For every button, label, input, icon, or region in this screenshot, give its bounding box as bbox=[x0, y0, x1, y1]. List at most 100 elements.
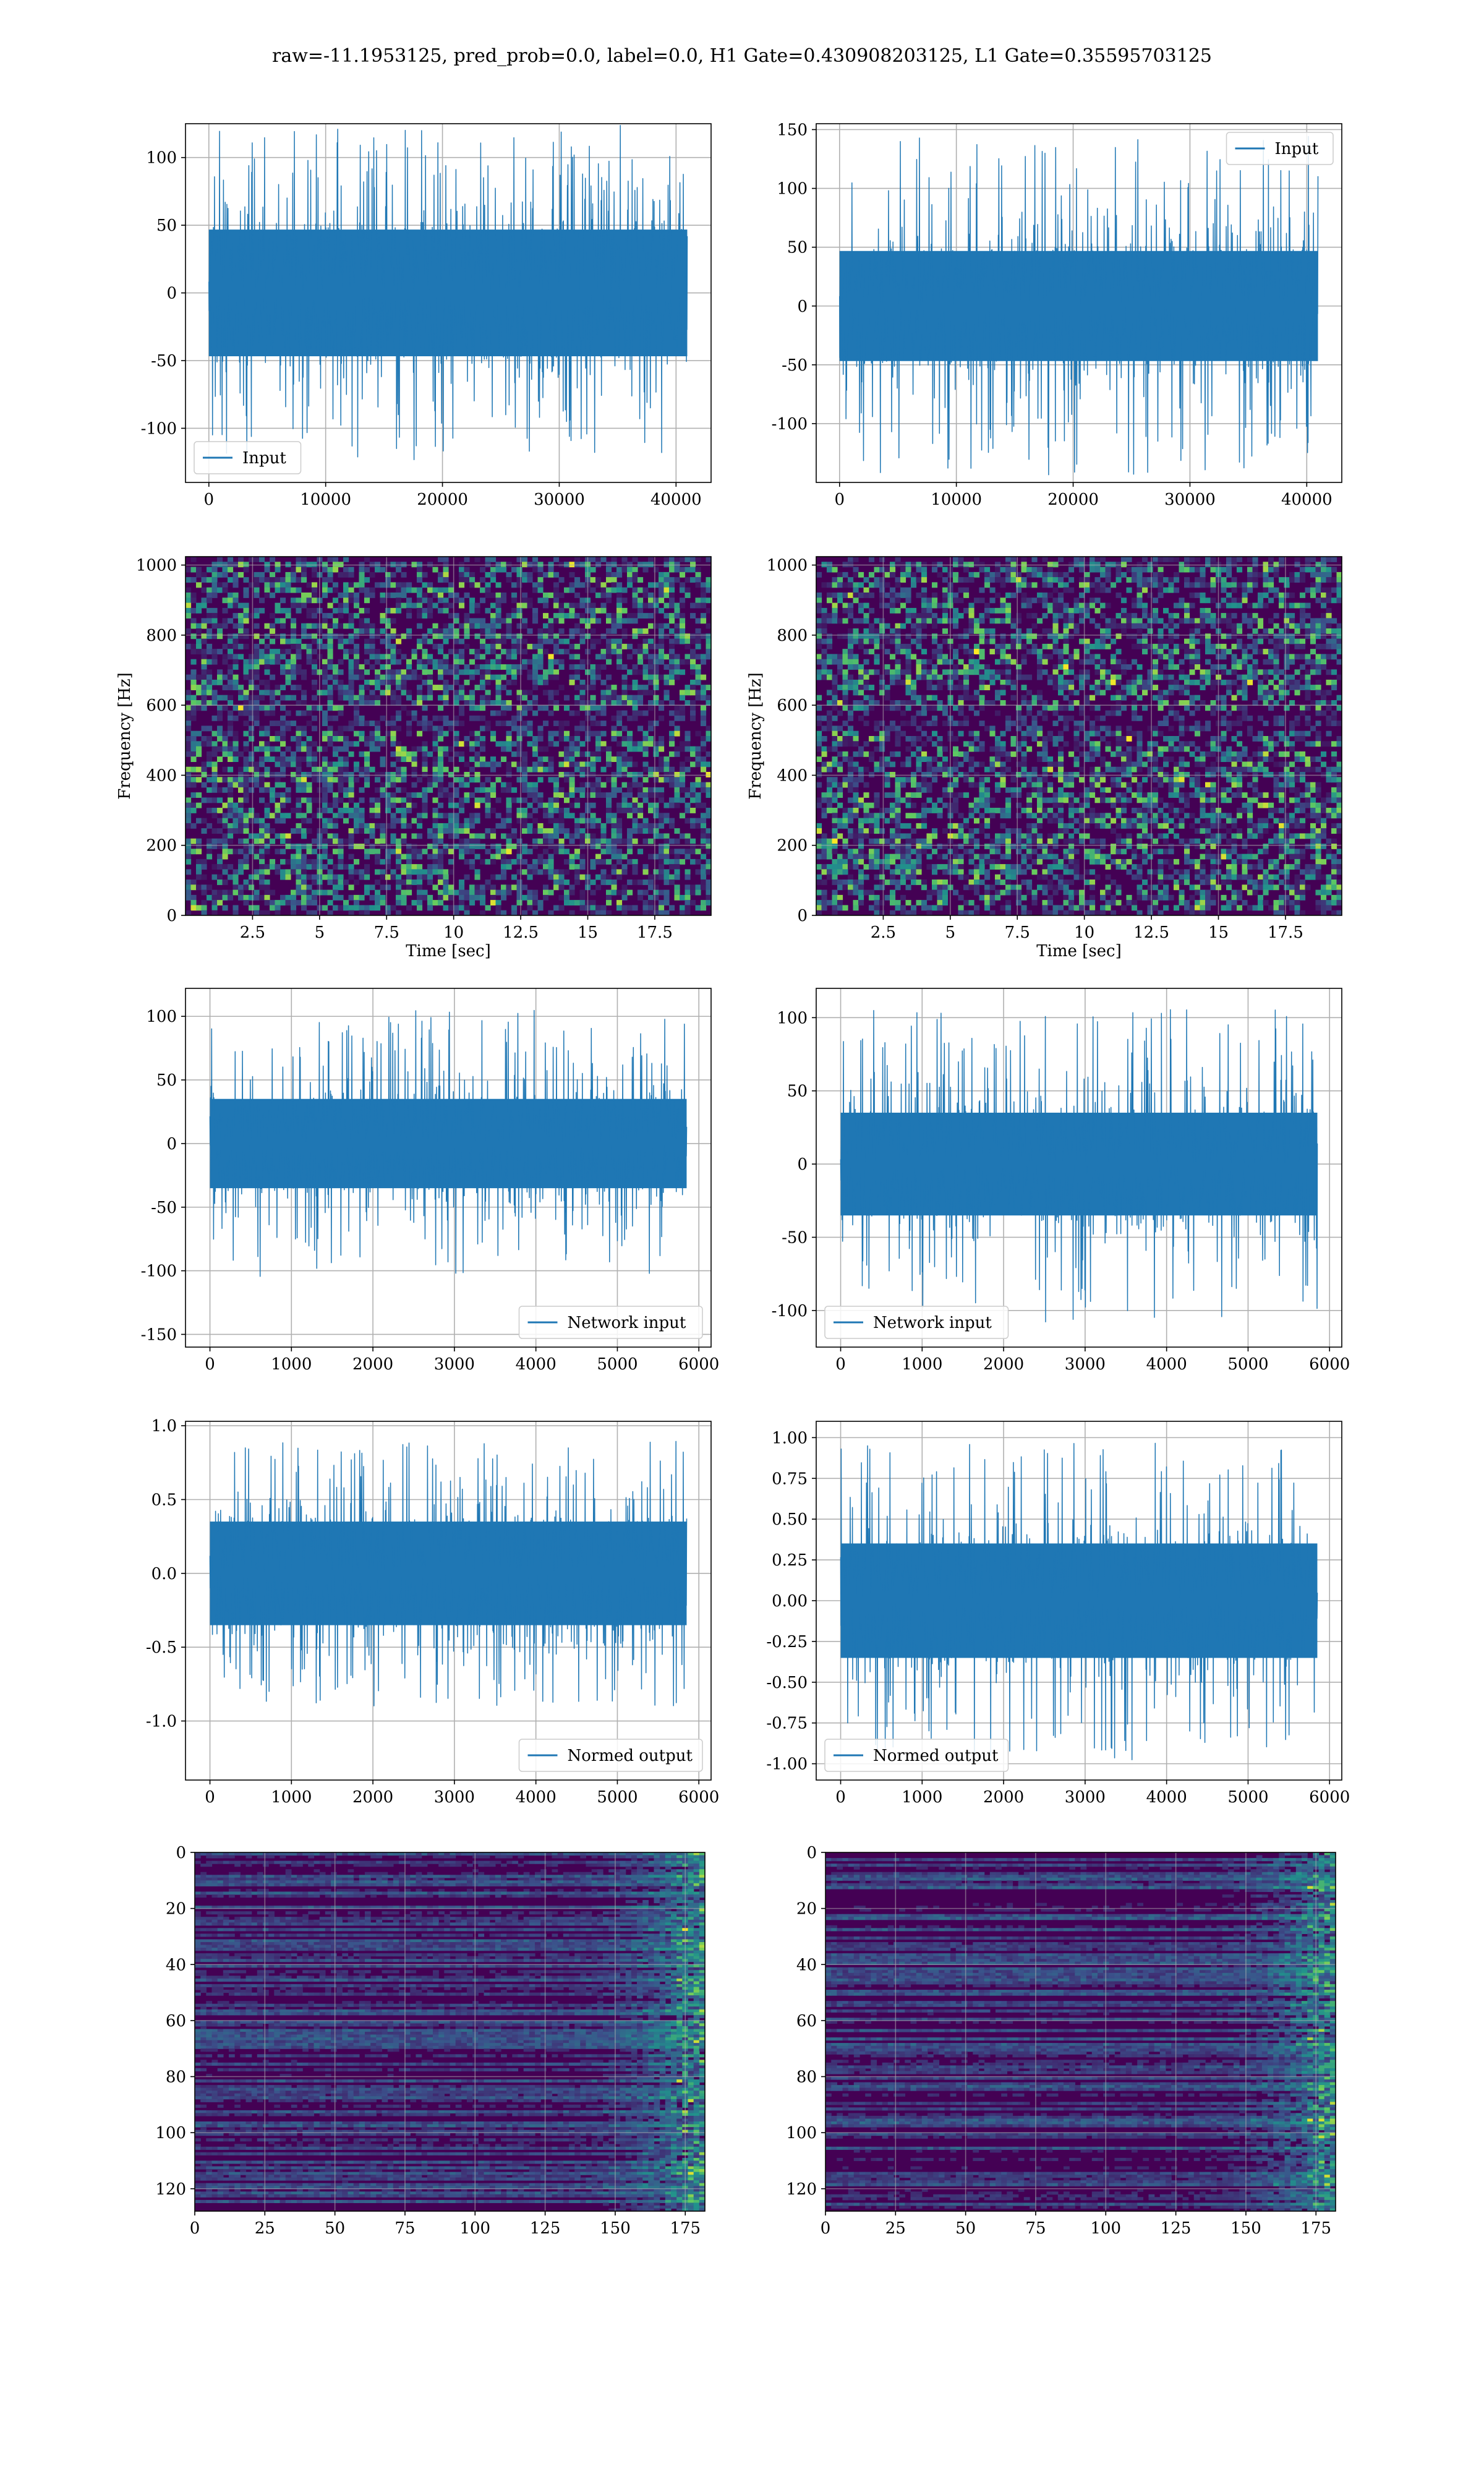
input-left-xtick-label: 40000 bbox=[650, 490, 702, 509]
spectrogram-left-ytick-label: 0 bbox=[166, 907, 177, 925]
normed-output-left-axes: 0 1000 2000 3000 4000 5000 6000 -1.0 -0.5 0.0 0.5 1… bbox=[146, 1417, 719, 1807]
input-left-xtick-label: 0 bbox=[204, 490, 215, 509]
network-input-right-ytick-label: -50 bbox=[782, 1228, 808, 1247]
normed-output-right-plot-area bbox=[816, 1421, 1342, 1780]
normed-output-left-ytick-label: 0.5 bbox=[151, 1491, 177, 1510]
figure-title: raw=-11.1953125, pred_prob=0.0, label=0.… bbox=[272, 45, 1212, 67]
network-input-left-xtick-label: 3000 bbox=[434, 1355, 475, 1374]
input-left-axes: 0 10000 20000 30000 40000 -100 -50 0 50 100 Input bbox=[141, 123, 712, 509]
normed-output-right-xtick-label: 4000 bbox=[1146, 1788, 1187, 1807]
input-left-spine bbox=[185, 123, 712, 483]
spectrogram-right-ylabel: Frequency [Hz] bbox=[746, 672, 765, 800]
network-input-left-ytick-label: -50 bbox=[151, 1199, 177, 1217]
feature-map-right-xtick-label: 150 bbox=[1230, 2219, 1261, 2238]
spectrogram-left-cells bbox=[186, 557, 711, 915]
feature-map-left-spine bbox=[194, 1852, 706, 2212]
spectrogram-left-ytick-label: 600 bbox=[146, 696, 177, 715]
normed-output-right-ytick-label: 0.75 bbox=[772, 1470, 808, 1488]
feature-map-right-ticks: 0 25 50 75 100 125 150 175 0 20 40 60 80 100 120 bbox=[786, 1844, 1331, 2238]
normed-output-right-xtick-label: 1000 bbox=[902, 1788, 942, 1807]
input-right-plot-area bbox=[816, 124, 1342, 482]
input-right-xtick-label: 20000 bbox=[1047, 490, 1099, 509]
network-input-left-ticks: 0 1000 2000 3000 4000 5000 6000 -150 -100 -50 0 50 1… bbox=[141, 1008, 720, 1374]
network-input-left-ytick-label: 50 bbox=[156, 1071, 177, 1090]
feature-map-left-xtick-label: 0 bbox=[190, 2219, 200, 2238]
spectrogram-left-xtick-label: 17.5 bbox=[637, 923, 673, 942]
spectrogram-left-xtick-label: 15 bbox=[578, 923, 598, 942]
network-input-right-xtick-label: 0 bbox=[835, 1355, 846, 1374]
normed-output-left-legend-label: Normed output bbox=[568, 1747, 693, 1765]
feature-map-left-xtick-label: 125 bbox=[530, 2219, 561, 2238]
feature-map-left-ytick-label: 60 bbox=[166, 2012, 186, 2031]
spectrogram-right-xtick-label: 12.5 bbox=[1133, 923, 1169, 942]
spectrogram-left-plot-area bbox=[186, 557, 711, 915]
feature-map-left-grid bbox=[195, 1852, 705, 2211]
feature-map-right-ytick-label: 80 bbox=[796, 2068, 817, 2087]
normed-output-left-ytick-label: -1.0 bbox=[146, 1713, 177, 1731]
feature-map-right-ytick-label: 120 bbox=[786, 2180, 817, 2199]
feature-map-left-plot-area bbox=[195, 1852, 705, 2211]
input-right-series-line bbox=[839, 135, 1319, 476]
normed-output-left-xtick-label: 5000 bbox=[597, 1788, 638, 1807]
network-input-right-ytick-label: 100 bbox=[777, 1009, 808, 1027]
input-right-xtick-label: 40000 bbox=[1281, 490, 1333, 509]
feature-map-left-ytick-label: 80 bbox=[166, 2068, 186, 2087]
normed-output-left-xtick-label: 3000 bbox=[434, 1788, 475, 1807]
network-input-right-xtick-label: 2000 bbox=[983, 1355, 1024, 1374]
spectrogram-right-ytick-label: 200 bbox=[777, 837, 808, 855]
network-input-left-ytick-label: -100 bbox=[141, 1262, 177, 1281]
feature-map-left-ytick-label: 100 bbox=[155, 2124, 186, 2142]
spectrogram-right-xtick-label: 7.5 bbox=[1005, 923, 1030, 942]
feature-map-left-cells bbox=[195, 1852, 705, 2211]
input-left-ytick-label: -100 bbox=[141, 419, 177, 438]
spectrogram-left-xlabel: Time [sec] bbox=[406, 942, 491, 961]
spectrogram-right-ticks: 2.5 5 7.5 10 12.5 15 17.5 0 200 400 600 800 1000 bbox=[767, 557, 1303, 942]
network-input-right-xtick-label: 5000 bbox=[1227, 1355, 1268, 1374]
network-input-left-legend-label: Network input bbox=[568, 1314, 686, 1332]
network-input-left-axes: 0 1000 2000 3000 4000 5000 6000 -150 -100 -50 0 50 1… bbox=[141, 988, 720, 1374]
normed-output-right-ytick-label: -0.75 bbox=[766, 1714, 808, 1733]
feature-map-right-xtick-label: 25 bbox=[885, 2219, 906, 2238]
feature-map-right-ytick-label: 60 bbox=[796, 2012, 817, 2031]
input-left-plot-area bbox=[186, 124, 711, 482]
spectrogram-right-xlabel: Time [sec] bbox=[1036, 942, 1122, 961]
normed-output-right-ytick-label: 0.00 bbox=[772, 1592, 808, 1611]
feature-map-left-xtick-label: 75 bbox=[394, 2219, 415, 2238]
spectrogram-left-ytick-label: 1000 bbox=[136, 557, 177, 575]
spectrogram-right-xtick-label: 15 bbox=[1208, 923, 1229, 942]
input-left-legend: Input bbox=[194, 441, 302, 474]
spectrogram-right-xtick-label: 5 bbox=[945, 923, 956, 942]
normed-output-left-legend: Normed output bbox=[518, 1739, 703, 1772]
spectrogram-left-ytick-label: 800 bbox=[146, 627, 177, 645]
feature-map-left-ytick-label: 20 bbox=[166, 1900, 186, 1919]
normed-output-right-series-line bbox=[840, 1442, 1318, 1761]
network-input-left-series-line bbox=[209, 1009, 688, 1277]
network-input-left-xtick-label: 6000 bbox=[678, 1355, 719, 1374]
input-left-xtick-label: 10000 bbox=[300, 490, 351, 509]
input-left-xtick-label: 20000 bbox=[417, 490, 468, 509]
feature-map-right-xtick-label: 50 bbox=[955, 2219, 976, 2238]
network-input-right-spine bbox=[816, 988, 1342, 1348]
network-input-left-legend: Network input bbox=[518, 1306, 703, 1339]
feature-map-left-xtick-label: 100 bbox=[459, 2219, 490, 2238]
input-right-spine bbox=[816, 123, 1342, 483]
normed-output-left-xtick-label: 1000 bbox=[271, 1788, 312, 1807]
input-right-axes: 0 10000 20000 30000 40000 -100 -50 0 50 100 150 Inp… bbox=[772, 121, 1342, 509]
spectrogram-right-ytick-label: 1000 bbox=[767, 557, 808, 575]
feature-map-right-axes: 0 25 50 75 100 125 150 175 0 20 40 60 80 100 120 bbox=[786, 1844, 1336, 2238]
feature-map-right-xtick-label: 175 bbox=[1300, 2219, 1331, 2238]
normed-output-left-xtick-label: 6000 bbox=[678, 1788, 719, 1807]
input-right-xtick-label: 0 bbox=[835, 490, 845, 509]
network-input-left-spine bbox=[185, 988, 712, 1348]
normed-output-left-spine bbox=[185, 1421, 712, 1781]
normed-output-right-legend: Normed output bbox=[824, 1739, 1009, 1772]
normed-output-right-ytick-label: -0.50 bbox=[766, 1674, 808, 1692]
network-input-left-xtick-label: 1000 bbox=[271, 1355, 312, 1374]
spectrogram-left-spine bbox=[185, 556, 712, 916]
feature-map-left-ytick-label: 0 bbox=[176, 1844, 186, 1862]
normed-output-left-ytick-label: 0.0 bbox=[151, 1565, 177, 1583]
feature-map-right-ytick-label: 40 bbox=[796, 1956, 817, 1974]
network-input-left-ytick-label: 100 bbox=[146, 1008, 177, 1026]
input-right-legend: Input bbox=[1226, 132, 1334, 165]
feature-map-left-ticks: 0 25 50 75 100 125 150 175 0 20 40 60 80 100 120 bbox=[155, 1844, 701, 2238]
